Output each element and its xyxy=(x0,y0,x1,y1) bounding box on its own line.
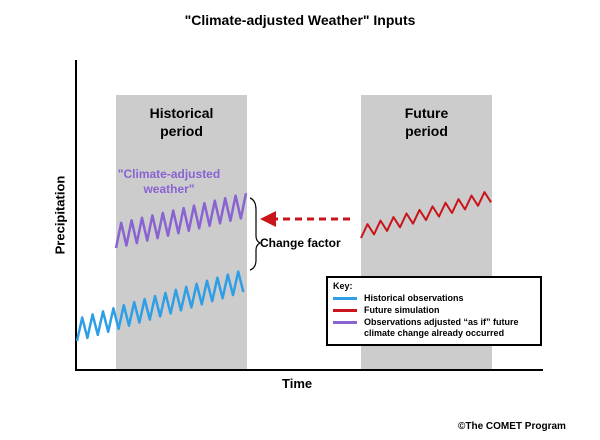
historical-period-label-line1: Historical xyxy=(149,105,214,121)
legend-item-future: Future simulation xyxy=(333,305,539,317)
change-factor-bracket xyxy=(249,197,262,271)
legend-label-adjusted: Observations adjusted “as if” future cli… xyxy=(364,317,519,338)
future-period-label: Future period xyxy=(361,104,492,140)
historical-period-label: Historical period xyxy=(116,104,247,140)
climate-adjusted-label-line1: "Climate-adjusted xyxy=(117,167,221,181)
legend-title: Key: xyxy=(333,281,353,291)
change-factor-label: Change factor xyxy=(260,236,341,250)
historical-observations-line xyxy=(75,270,245,342)
chart-title: "Climate-adjusted Weather" Inputs xyxy=(184,12,416,28)
future-simulation-line xyxy=(360,191,492,239)
legend-swatch-future xyxy=(333,309,357,312)
legend-label-future: Future simulation xyxy=(364,305,440,315)
future-period-label-line1: Future xyxy=(404,105,449,121)
legend-box: Key: Historical observations Future simu… xyxy=(326,276,542,346)
historical-period-label-line2: period xyxy=(160,123,203,139)
copyright-text: ©The COMET Program xyxy=(458,421,566,432)
climate-adjusted-label-line2: weather" xyxy=(143,182,195,196)
x-axis-label: Time xyxy=(282,376,313,391)
y-axis-label: Precipitation xyxy=(52,175,68,255)
arrow-head-icon xyxy=(260,211,276,227)
legend-swatch-adjusted xyxy=(333,321,357,324)
future-period-label-line2: period xyxy=(405,123,448,139)
legend-swatch-historical xyxy=(333,297,357,300)
legend-item-adjusted: Observations adjusted “as if” future cli… xyxy=(333,317,539,341)
legend-label-historical: Historical observations xyxy=(364,293,464,303)
adjusted-observations-line xyxy=(114,192,248,249)
climate-adjusted-weather-label: "Climate-adjusted weather" xyxy=(108,167,230,197)
legend-item-historical: Historical observations xyxy=(333,293,539,305)
